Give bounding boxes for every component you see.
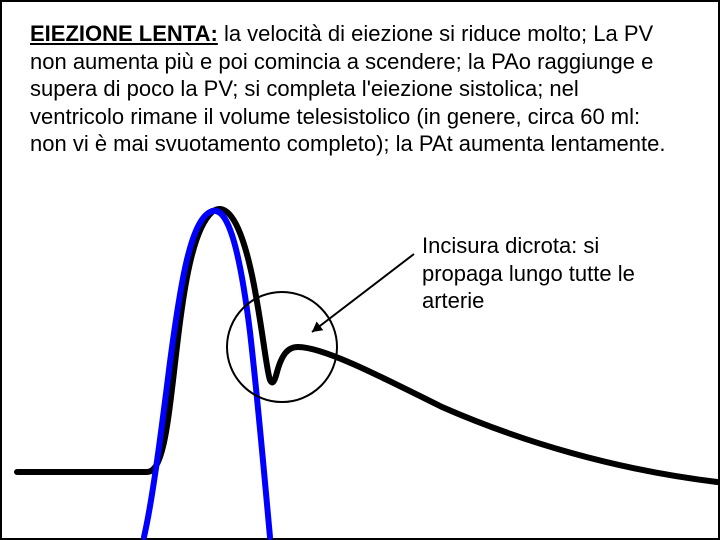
section-title: EIEZIONE LENTA: (30, 21, 218, 46)
main-text-block: EIEZIONE LENTA: la velocità di eiezione … (30, 20, 670, 158)
dicrotic-notch-annotation: Incisura dicrota: si propaga lungo tutte… (422, 232, 682, 315)
dicrotic-notch-highlight-circle (227, 292, 337, 402)
ventricular-pressure-curve (144, 211, 270, 537)
annotation-arrow-head (312, 322, 323, 332)
annotation-arrow-line (312, 254, 414, 332)
diagram-canvas: EIEZIONE LENTA: la velocità di eiezione … (0, 0, 720, 540)
